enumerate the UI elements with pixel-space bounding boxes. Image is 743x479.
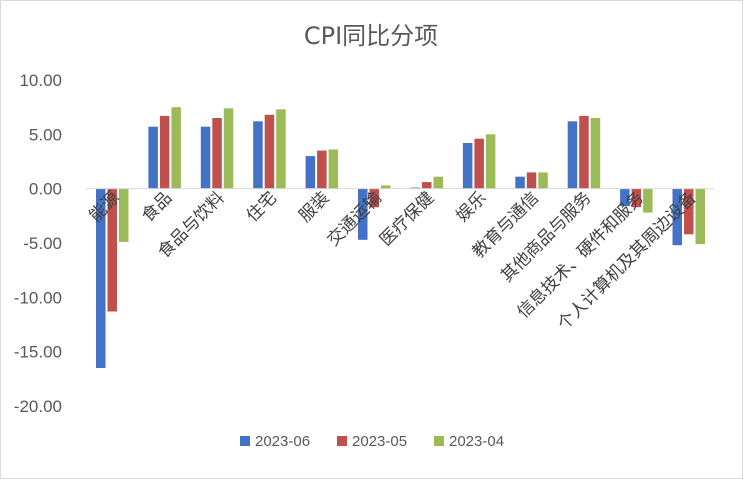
bar-2023-06-5 (358, 188, 368, 240)
bar-2023-06-10 (620, 188, 630, 207)
bar-2023-05-6 (422, 182, 432, 189)
bar-2023-06-3 (253, 121, 263, 189)
legend-swatch-2023-05 (337, 436, 347, 446)
category-label-7: 娱乐 (452, 188, 490, 226)
legend-label-2023-04: 2023-04 (449, 433, 504, 450)
bar-2023-05-9 (579, 115, 589, 189)
y-tick-label: -15.00 (14, 343, 62, 362)
bar-2023-05-10 (631, 188, 642, 208)
bar-2023-06-11 (672, 188, 682, 246)
legend-swatch-2023-06 (240, 436, 250, 446)
bar-2023-04-2 (223, 108, 234, 189)
bar-2023-05-1 (159, 115, 170, 189)
bar-2023-06-9 (567, 121, 578, 189)
bar-2023-04-5 (381, 185, 391, 189)
bar-2023-05-5 (369, 188, 379, 208)
bar-2023-04-10 (643, 188, 653, 213)
category-label-4: 服装 (295, 188, 333, 226)
category-label-6: 医疗保健 (376, 188, 438, 250)
y-tick-label: 10.00 (19, 71, 62, 90)
y-tick-label: 5.00 (29, 125, 62, 144)
bar-2023-06-7 (462, 143, 473, 189)
bar-2023-04-4 (328, 149, 339, 189)
legend-swatch-2023-04 (434, 436, 444, 446)
legend-label-2023-06: 2023-06 (255, 433, 310, 450)
bar-2023-05-8 (526, 172, 537, 189)
bar-2023-05-3 (264, 114, 275, 189)
category-label-3: 住宅 (243, 188, 281, 226)
category-label-5: 交通运输 (324, 188, 386, 250)
bar-2023-04-6 (433, 176, 443, 189)
bar-2023-04-0 (119, 188, 129, 242)
y-tick-label: 0.00 (29, 180, 62, 199)
bar-2023-06-4 (305, 156, 316, 189)
bars (96, 107, 705, 368)
bar-2023-04-7 (485, 134, 496, 189)
bar-2023-05-0 (107, 188, 117, 312)
bar-2023-06-8 (515, 176, 525, 189)
bar-2023-04-8 (538, 172, 548, 189)
y-tick-label: -10.00 (14, 288, 62, 307)
category-label-1: 食品 (138, 188, 176, 226)
legend: 2023-06 2023-05 2023-04 (240, 433, 504, 450)
bar-2023-05-4 (317, 150, 327, 189)
bar-2023-06-2 (200, 126, 211, 189)
chart-title: CPI同比分项 (304, 22, 438, 50)
bar-2023-04-1 (171, 107, 181, 189)
bar-2023-06-1 (148, 126, 158, 189)
bar-2023-04-9 (590, 118, 601, 189)
bar-2023-05-2 (212, 118, 222, 189)
category-label-9: 其他商品与服务 (497, 188, 595, 286)
category-label-0: 能源 (86, 188, 124, 226)
y-tick-label: -20.00 (14, 397, 62, 416)
bar-2023-05-11 (684, 188, 694, 235)
bar-2023-06-6 (410, 187, 420, 189)
bar-2023-04-11 (695, 188, 705, 245)
legend-label-2023-05: 2023-05 (352, 433, 407, 450)
y-axis: 10.00 5.00 0.00 -5.00 -10.00 -15.00 -20.00 (14, 71, 62, 416)
bar-2023-04-3 (276, 109, 286, 189)
y-tick-label: -5.00 (23, 234, 62, 253)
bar-2023-06-0 (96, 188, 106, 368)
bar-2023-05-7 (474, 138, 484, 189)
